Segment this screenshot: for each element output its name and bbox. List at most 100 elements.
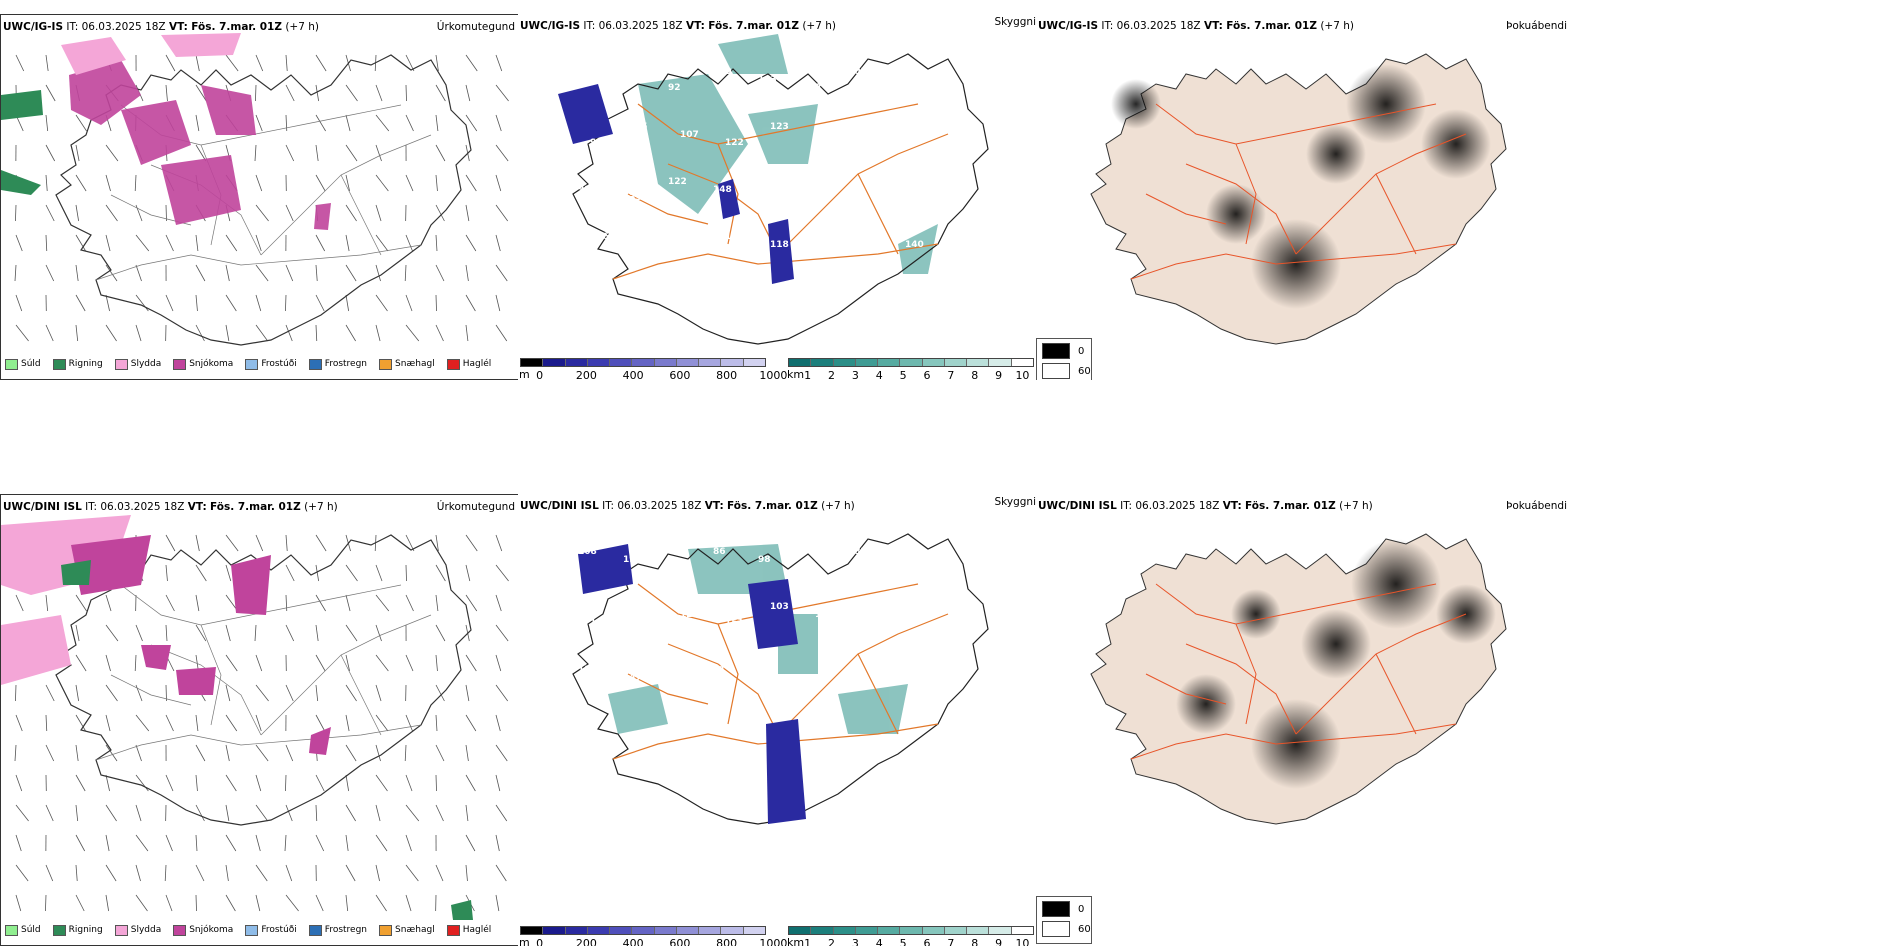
- wind-barb: [405, 804, 420, 822]
- wind-barb: [435, 324, 444, 342]
- panel-header: UWC/IG-IS IT: 06.03.2025 18Z VT: Fös. 7.…: [3, 21, 319, 33]
- wind-barb: [405, 654, 414, 672]
- legend-label: Súld: [21, 925, 41, 935]
- legend-label: Rigning: [68, 925, 103, 935]
- fog-legend-swatch: [1042, 343, 1070, 359]
- fog-legend-swatch: [1042, 921, 1070, 937]
- wind-barb: [75, 294, 86, 312]
- colorbar-tick: 1000: [759, 937, 788, 946]
- wind-barb: [465, 174, 477, 192]
- wind-barb: [495, 654, 502, 672]
- panel-title: Skyggni: [994, 496, 1037, 508]
- wind-barb: [315, 144, 319, 162]
- wind-barb: [345, 744, 357, 762]
- wind-barb: [105, 234, 111, 252]
- wind-barb: [405, 54, 415, 72]
- wind-barb: [435, 534, 439, 552]
- wind-barb: [375, 174, 389, 192]
- wind-barb: [165, 534, 176, 552]
- wind-barb: [195, 624, 207, 642]
- cloudbase-label: 106: [803, 177, 822, 187]
- legend-swatch: [308, 924, 322, 936]
- wind-barb: [105, 714, 111, 732]
- wind-barb: [404, 264, 407, 282]
- precip-legend: Súld Rigning Slydda Snjókoma Frostúði Frostre…: [5, 921, 497, 939]
- colorbar-cell: [833, 927, 856, 934]
- wind-barb: [405, 534, 415, 552]
- wind-barb: [405, 594, 414, 612]
- wind-barb: [375, 714, 389, 732]
- wind-barb: [404, 744, 407, 762]
- wind-barb: [15, 894, 22, 912]
- legend-label: Frostregn: [324, 359, 368, 369]
- wind-barb: [195, 864, 205, 882]
- visibility-panel-top: UWC/IG-IS IT: 06.03.2025 18Z VT: Fös. 7.…: [518, 14, 1036, 380]
- wind-barb: [105, 894, 110, 912]
- cloudbase-label: 125: [815, 610, 834, 620]
- wind-barb: [135, 324, 142, 342]
- wind-barb: [135, 624, 143, 642]
- cloudbase-label: 133: [668, 563, 687, 573]
- wind-barb: [285, 204, 294, 222]
- fog-legend-item: 0: [1042, 343, 1091, 359]
- colorbar-cell: [811, 927, 834, 934]
- wind-barb: [405, 294, 413, 312]
- wind-barb: [465, 534, 478, 552]
- cloudbase-label: 40: [848, 185, 861, 195]
- cloudbase-label: 147: [590, 618, 609, 628]
- wind-barb: [255, 264, 269, 282]
- wind-barb: [465, 54, 478, 72]
- wind-barb: [285, 144, 295, 162]
- wind-barb: [165, 564, 168, 582]
- wind-barb: [135, 864, 141, 882]
- colorbar-tick: 4: [875, 937, 883, 946]
- wind-barb: [195, 264, 206, 282]
- wind-barb: [195, 294, 198, 312]
- wind-barb: [285, 594, 288, 612]
- wind-barb: [75, 174, 87, 192]
- wind-barb: [45, 864, 54, 882]
- cloudbase-label: 98: [758, 555, 771, 565]
- visibility-map: 108 190 133 86 98 61 382 129 147 119 121 151 103 125 1…: [572, 533, 989, 825]
- wind-barb: [405, 324, 420, 342]
- precip-type-panel-top: UWC/IG-IS IT: 06.03.2025 18Z VT: Fös. 7.…: [0, 14, 520, 380]
- wind-barb: [284, 834, 287, 852]
- colorbar-cell: [1011, 359, 1033, 366]
- wind-barb: [75, 864, 78, 882]
- wind-barb: [195, 594, 200, 612]
- panel-title: Þokuábendi: [1506, 20, 1567, 32]
- wind-barb: [345, 564, 358, 582]
- wind-barb: [45, 714, 48, 732]
- panel-title: Úrkomutegund: [436, 21, 515, 33]
- wind-barb: [15, 684, 17, 702]
- wind-barb: [255, 204, 269, 222]
- legend-item: Rigning: [52, 358, 103, 370]
- wind-barb: [435, 684, 445, 702]
- wind-barb: [315, 294, 325, 312]
- cloudbase-label: 151: [725, 618, 744, 628]
- wind-barb: [225, 864, 229, 882]
- wind-barb: [195, 744, 206, 762]
- colorbar-cell: [855, 359, 879, 366]
- wind-barb: [495, 204, 509, 222]
- wind-barb: [254, 144, 257, 162]
- wind-barb: [495, 534, 503, 552]
- wind-barb: [255, 294, 262, 312]
- wind-barb: [465, 684, 470, 702]
- wind-barb: [225, 744, 230, 762]
- cloudbase-label: 110: [578, 665, 597, 675]
- wind-barb: [435, 564, 446, 582]
- legend-label: Snjókoma: [189, 359, 234, 369]
- wind-barb: [15, 864, 29, 882]
- wind-barb: [195, 714, 199, 732]
- wind-barb: [195, 114, 200, 132]
- legend-item: Slydda: [114, 358, 161, 370]
- wind-barb: [495, 894, 500, 912]
- wind-barb: [15, 774, 23, 792]
- wind-barb: [285, 624, 295, 642]
- wind-barb: [255, 804, 269, 822]
- panel-header: UWC/IG-IS IT: 06.03.2025 18Z VT: Fös. 7.…: [520, 20, 836, 32]
- wind-barb: [165, 204, 167, 222]
- wind-barb: [15, 324, 29, 342]
- colorbar-tick: 800: [716, 937, 738, 946]
